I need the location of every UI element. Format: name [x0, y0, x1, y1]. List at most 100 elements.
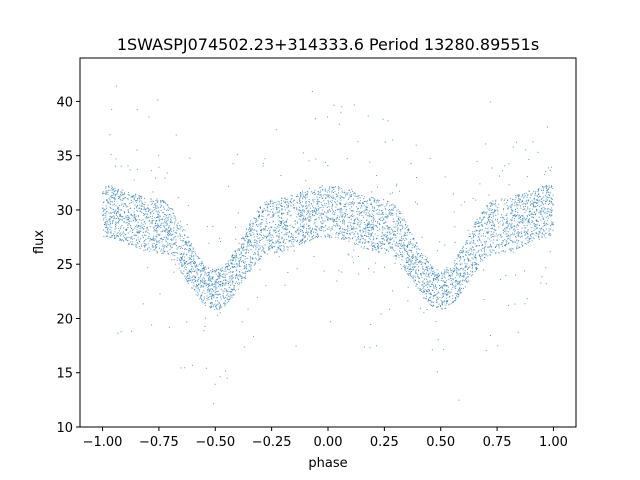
data-point [259, 245, 261, 247]
data-point [423, 278, 425, 280]
data-point [339, 233, 341, 235]
data-point [283, 212, 285, 214]
data-point [432, 284, 434, 286]
data-point [466, 243, 468, 245]
data-point [114, 165, 116, 167]
data-point [471, 246, 473, 248]
data-point [242, 243, 244, 245]
data-point [235, 277, 237, 279]
data-point [299, 202, 301, 204]
data-point [475, 223, 477, 225]
data-point [364, 223, 366, 225]
data-point [231, 289, 233, 291]
data-point [265, 204, 267, 206]
data-point [538, 199, 540, 201]
data-point [279, 210, 281, 212]
data-point [227, 290, 229, 292]
data-point [311, 215, 313, 217]
data-point [333, 198, 335, 200]
data-point [180, 246, 182, 248]
data-point [181, 265, 183, 267]
data-point [340, 202, 342, 204]
data-point [134, 219, 136, 221]
data-point [423, 291, 425, 293]
data-point [462, 251, 464, 253]
data-point [299, 200, 301, 202]
data-point [167, 219, 169, 221]
data-point [429, 293, 431, 295]
data-point [363, 198, 365, 200]
data-point [401, 256, 403, 258]
data-point [260, 229, 262, 231]
data-point [204, 271, 206, 273]
data-point [215, 282, 217, 284]
data-point [503, 200, 505, 202]
data-point [548, 201, 550, 202]
data-point [277, 206, 279, 208]
data-point [468, 254, 470, 256]
data-point [337, 208, 339, 210]
data-point [235, 256, 237, 258]
data-point [103, 209, 105, 211]
data-point [494, 203, 496, 205]
data-point [178, 258, 180, 260]
data-point [130, 213, 132, 215]
data-point [447, 301, 449, 303]
data-point [123, 218, 125, 220]
data-point [506, 202, 508, 204]
data-point [136, 226, 138, 228]
data-point [511, 209, 513, 211]
data-point [534, 206, 536, 208]
data-point [536, 210, 538, 212]
data-point [505, 233, 507, 235]
data-point [350, 218, 352, 220]
data-point [545, 228, 547, 230]
data-point [109, 189, 111, 191]
data-point [368, 227, 370, 229]
data-point [301, 238, 303, 240]
data-point [415, 248, 417, 250]
data-point [172, 233, 174, 235]
data-point [233, 266, 235, 268]
data-point [536, 219, 538, 221]
data-point [119, 196, 121, 198]
data-point [532, 214, 534, 216]
data-point [275, 231, 277, 233]
data-point [507, 235, 509, 237]
data-point [272, 236, 274, 238]
data-point [338, 189, 340, 191]
data-point [384, 141, 386, 143]
data-point [231, 271, 233, 273]
data-point [148, 233, 150, 235]
data-point [535, 213, 537, 215]
data-point [320, 221, 322, 223]
data-point [550, 166, 552, 168]
data-point [511, 217, 513, 219]
data-point [182, 230, 184, 232]
data-point [388, 213, 390, 215]
data-point [267, 235, 269, 237]
data-point [314, 219, 316, 221]
data-point [252, 254, 254, 256]
data-point [120, 204, 122, 206]
data-point [404, 267, 406, 269]
data-point [546, 213, 548, 215]
data-point [122, 240, 124, 242]
data-point [459, 276, 461, 278]
data-point [420, 289, 422, 291]
data-point [446, 284, 448, 286]
data-point [195, 290, 197, 292]
data-point [491, 204, 493, 206]
data-point [492, 200, 494, 202]
data-point [469, 248, 471, 250]
data-point [301, 206, 303, 208]
data-point [452, 295, 454, 297]
data-point [427, 283, 429, 285]
data-point [182, 273, 184, 275]
data-point [469, 274, 471, 276]
data-point [513, 251, 515, 253]
data-point [214, 289, 216, 291]
data-point [169, 214, 171, 216]
data-point [412, 266, 414, 268]
data-point [340, 111, 342, 113]
